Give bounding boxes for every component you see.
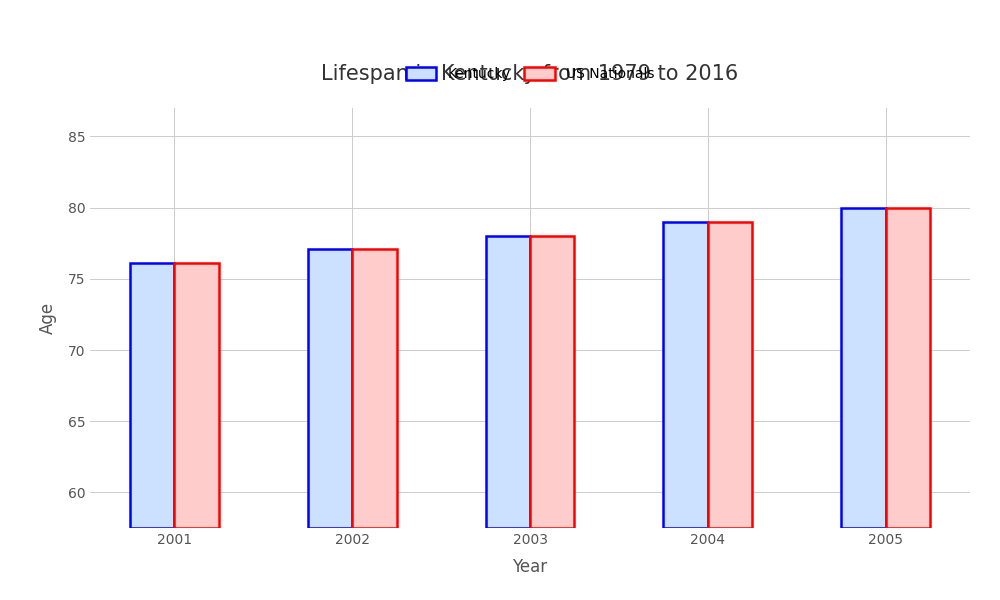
Bar — [663, 222, 708, 528]
Y-axis label: Age: Age — [38, 302, 56, 334]
Bar — [130, 263, 174, 528]
Bar — [841, 208, 886, 528]
Bar — [174, 263, 219, 528]
Bar — [308, 249, 352, 528]
X-axis label: Year: Year — [512, 558, 548, 576]
Bar — [708, 222, 752, 528]
Bar — [352, 249, 397, 528]
Bar — [886, 208, 930, 528]
Bar — [530, 236, 574, 528]
Title: Lifespan in Kentucky from 1979 to 2016: Lifespan in Kentucky from 1979 to 2016 — [321, 64, 739, 84]
Legend: Kentucky, US Nationals: Kentucky, US Nationals — [399, 61, 661, 88]
Bar — [486, 236, 530, 528]
